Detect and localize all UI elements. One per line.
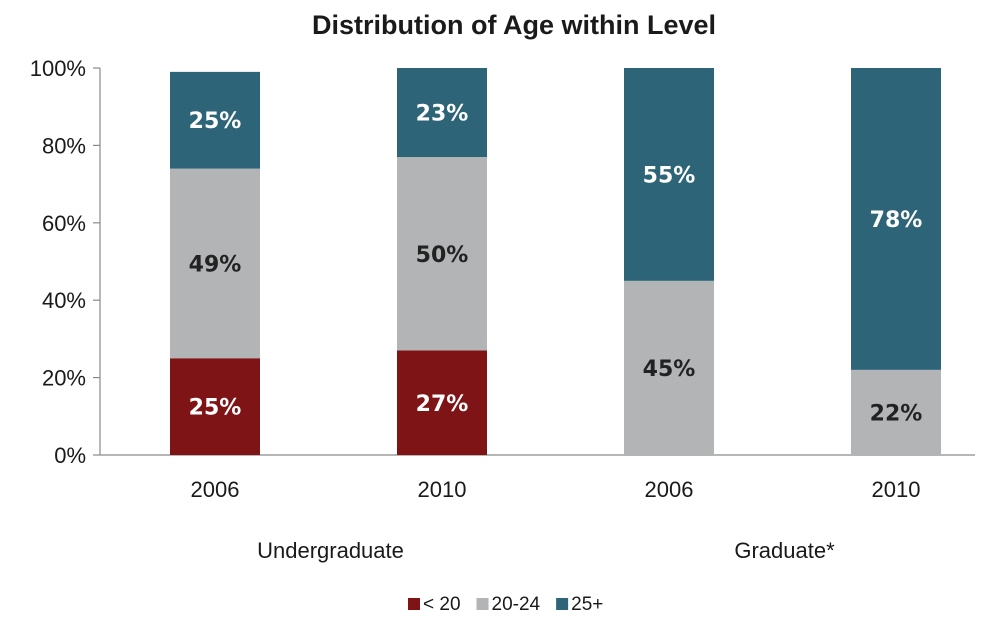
y-tick-label: 80% [42,133,86,158]
legend-swatch [556,598,569,610]
bar-segment [397,68,487,158]
data-label: 50% [416,243,469,268]
bar-segment [170,358,260,455]
y-tick-label: 60% [42,211,86,236]
data-label: 78% [870,208,923,233]
y-tick-label: 40% [42,288,86,313]
data-label: 25% [189,109,242,134]
legend-entry: 20-24 [492,594,541,615]
bar-segment [170,71,260,169]
data-label: 27% [416,392,469,417]
plot-area: 0% 20% 40% 60% 80% 100% 25% 49% 25% 2006 27% 50% 23%… [30,56,975,563]
legend-entry: 25+ [571,594,603,615]
y-tick-label: 100% [30,56,86,81]
data-label: 22% [870,401,923,426]
y-tick-label: 20% [42,366,86,391]
bar-segment [624,68,714,281]
y-tick-label: 0% [54,443,86,468]
legend-swatch [408,598,420,610]
data-label: 45% [643,357,696,382]
legend-swatch [476,598,489,610]
bar-segment [397,350,487,455]
bar-segment [397,157,487,351]
bar-segment [851,68,941,370]
bar-segment [851,369,941,455]
data-label: 49% [189,252,242,277]
group-label: Graduate* [734,538,835,563]
data-label: 55% [643,163,696,188]
legend: < 20 20-24 25+ [408,594,603,615]
data-label: 23% [416,102,469,127]
x-tick-label: 2006 [191,477,240,502]
bar-segment [624,280,714,455]
x-tick-label: 2010 [418,477,467,502]
x-tick-label: 2010 [872,477,921,502]
group-label: Undergraduate [257,538,404,563]
legend-entry: < 20 [423,594,461,615]
bar-segment [170,168,260,359]
data-label: 25% [189,396,242,421]
chart-title: Distribution of Age within Level [312,10,716,40]
x-tick-label: 2006 [645,477,694,502]
